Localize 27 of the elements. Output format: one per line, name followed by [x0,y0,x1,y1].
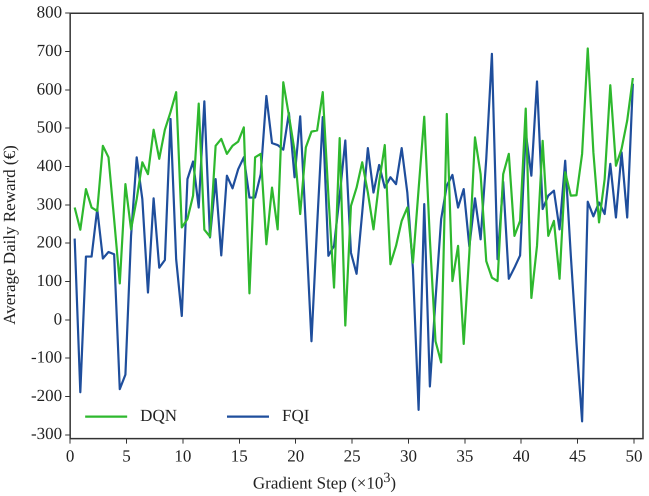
y-tick-label: 400 [36,156,62,175]
x-axis-title: Gradient Step (×10$^{3}$) [252,470,398,494]
legend-label: FQI [282,406,310,426]
y-tick-label: 300 [36,194,62,214]
y-tick-label: 100 [36,270,62,290]
x-tick-label: 5 [122,446,131,466]
x-tick-label: 20 [287,446,304,466]
legend-label: DQN [140,406,178,426]
y-tick-label: 800 [36,2,62,22]
x-tick-label: 10 [174,446,192,466]
y-tick-label: -200 [30,386,62,405]
y-tick-label: 700 [36,40,62,60]
x-tick-label: 45 [569,446,586,466]
y-tick-label: -100 [30,348,62,367]
y-axis-title: Average Daily Reward (€) [0,144,20,327]
y-tick-label: 600 [36,79,62,98]
x-tick-label: 15 [230,446,248,466]
x-tick-label: 25 [344,446,361,466]
y-tick-label: 0 [54,309,62,328]
y-tick-label: 200 [36,232,62,252]
x-tick-label: 35 [456,446,474,466]
x-tick-label: 30 [400,446,417,466]
y-tick-label: -300 [30,424,62,444]
x-tick-label: 50 [625,446,642,466]
y-tick-label: 500 [36,118,62,137]
x-tick-label: 0 [66,446,74,466]
x-tick-label: 40 [512,446,530,466]
